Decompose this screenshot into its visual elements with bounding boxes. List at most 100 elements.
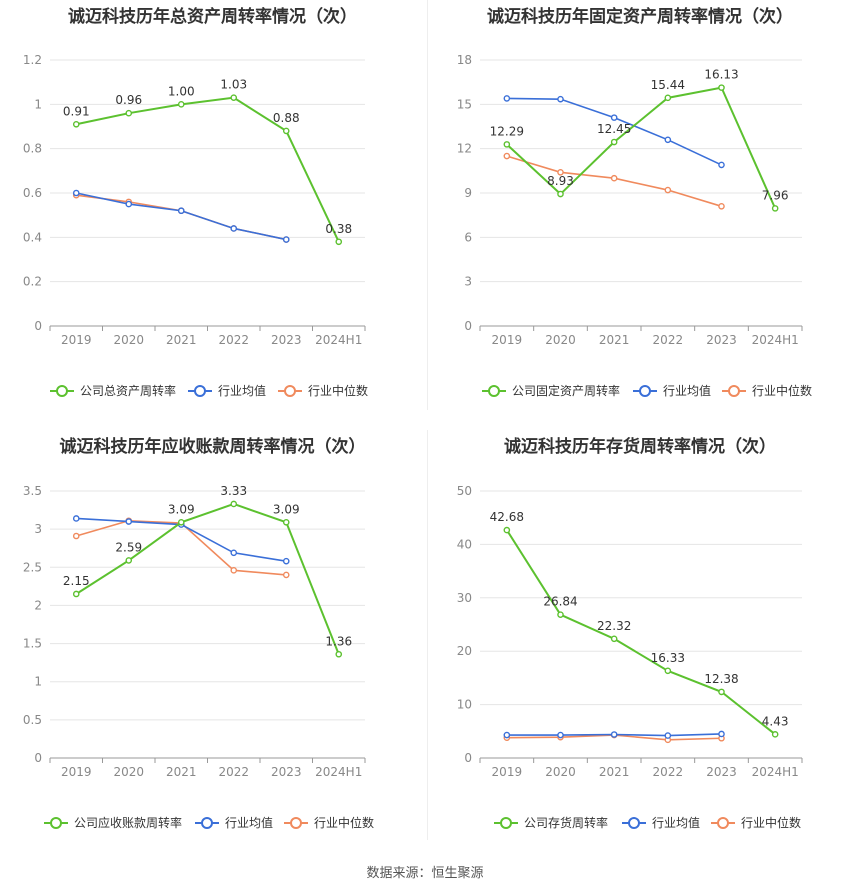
data-point	[771, 205, 779, 212]
data-source-note: 数据来源：恒生聚源	[366, 866, 484, 881]
data-point	[664, 732, 672, 739]
legend-label: 行业均值	[652, 815, 700, 830]
data-label: 15.44	[651, 78, 685, 92]
data-point	[230, 549, 238, 557]
legend-swatch-marker	[488, 385, 500, 397]
x-tick-label: 2019	[61, 333, 92, 347]
x-tick-label: 2022	[653, 765, 684, 779]
data-label: 2.59	[115, 540, 142, 554]
chart-svg: 0 0.5 1 1.5 2 2.5 3 3.5 2019 2020 2021 2022 2023 2024…	[23, 484, 374, 830]
x-tick-label: 2019	[492, 765, 523, 779]
data-point	[557, 190, 564, 198]
legend-label: 行业均值	[218, 383, 266, 398]
y-tick-label: 18	[457, 53, 472, 67]
legend-label: 行业中位数	[314, 815, 374, 830]
legend-swatch-marker	[290, 817, 302, 829]
data-point	[282, 127, 290, 135]
data-point	[282, 557, 290, 565]
data-point	[557, 169, 564, 176]
legend-swatch-marker	[500, 817, 512, 829]
legend-label: 行业均值	[663, 383, 711, 398]
data-point	[610, 114, 618, 121]
data-point	[610, 138, 618, 146]
data-point	[718, 688, 725, 696]
y-tick-label: 1	[34, 97, 42, 111]
series-line	[505, 529, 776, 736]
y-tick-label: 40	[457, 537, 472, 551]
data-label: 7.96	[762, 188, 789, 202]
y-tick-label: 30	[457, 591, 472, 605]
data-point	[177, 101, 185, 108]
data-point	[503, 152, 511, 160]
y-tick-label: 3.5	[23, 484, 42, 498]
data-point	[335, 238, 343, 246]
legend-label: 行业中位数	[741, 815, 801, 830]
y-tick-label: 0	[34, 751, 42, 765]
x-tick-label: 2022	[218, 333, 249, 347]
data-label: 26.84	[543, 595, 577, 609]
y-tick-label: 6	[464, 230, 472, 244]
chart-title: 诚迈科技历年存货周转率情况（次）	[504, 437, 776, 457]
x-tick-label: 2019	[61, 765, 92, 779]
data-point	[230, 567, 238, 574]
x-tick-label: 2020	[545, 765, 576, 779]
data-point	[503, 141, 511, 148]
x-tick-label: 2020	[113, 765, 144, 779]
chart-panel-fixed-asset: 诚迈科技历年固定资产周转率情况（次） 0 3 6 9 12 15 18 2019 2020 202…	[430, 0, 850, 410]
data-label: 0.88	[273, 111, 300, 125]
legend-label: 行业中位数	[308, 383, 368, 398]
data-label: 8.93	[547, 174, 574, 188]
chart-title: 诚迈科技历年应收账款周转率情况（次）	[59, 437, 366, 457]
y-tick-label: 10	[457, 698, 472, 712]
panel-divider	[427, 430, 428, 840]
data-label: 22.32	[597, 619, 631, 633]
data-point	[125, 200, 133, 208]
data-point	[230, 225, 238, 232]
data-point	[177, 518, 185, 526]
y-tick-label: 3	[464, 275, 472, 289]
data-label: 3.33	[220, 484, 247, 498]
data-point	[557, 611, 564, 618]
data-point	[664, 667, 672, 675]
data-point	[610, 174, 618, 182]
x-tick-label: 2022	[218, 765, 249, 779]
y-tick-label: 1.2	[23, 53, 42, 67]
data-point	[125, 518, 133, 525]
data-point	[718, 730, 725, 738]
data-point	[72, 532, 80, 540]
data-point	[72, 515, 80, 522]
y-tick-label: 0	[34, 319, 42, 333]
legend-swatch-marker	[56, 385, 68, 397]
panel-divider	[427, 0, 428, 410]
y-tick-label: 50	[457, 484, 472, 498]
x-tick-label: 2020	[113, 333, 144, 347]
y-tick-label: 9	[464, 186, 472, 200]
data-point	[125, 109, 133, 117]
legend-label: 公司应收账款周转率	[74, 815, 182, 830]
x-tick-label: 2020	[545, 333, 576, 347]
data-point	[557, 95, 564, 103]
data-label: 1.36	[325, 634, 352, 648]
legend-swatch-marker	[728, 385, 740, 397]
data-point	[230, 94, 238, 101]
data-label: 16.13	[704, 68, 738, 82]
legend-label: 公司总资产周转率	[80, 383, 176, 398]
x-tick-label: 2021	[599, 765, 630, 779]
legend-label: 行业中位数	[752, 383, 812, 398]
data-point	[177, 207, 185, 215]
x-tick-label: 2023	[271, 333, 302, 347]
y-tick-label: 0	[464, 751, 472, 765]
data-label: 2.15	[63, 574, 90, 588]
x-tick-label: 2023	[706, 765, 737, 779]
data-point	[335, 650, 343, 658]
data-label: 12.45	[597, 122, 631, 136]
legend-swatch-marker	[717, 817, 729, 829]
x-tick-label: 2024H1	[315, 765, 362, 779]
data-label: 1.03	[220, 78, 247, 92]
data-point	[72, 120, 80, 128]
data-point	[610, 635, 618, 643]
x-tick-label: 2024H1	[752, 333, 799, 347]
y-tick-label: 0.8	[23, 142, 42, 156]
y-tick-label: 2.5	[23, 560, 42, 574]
y-tick-label: 0.5	[23, 713, 42, 727]
